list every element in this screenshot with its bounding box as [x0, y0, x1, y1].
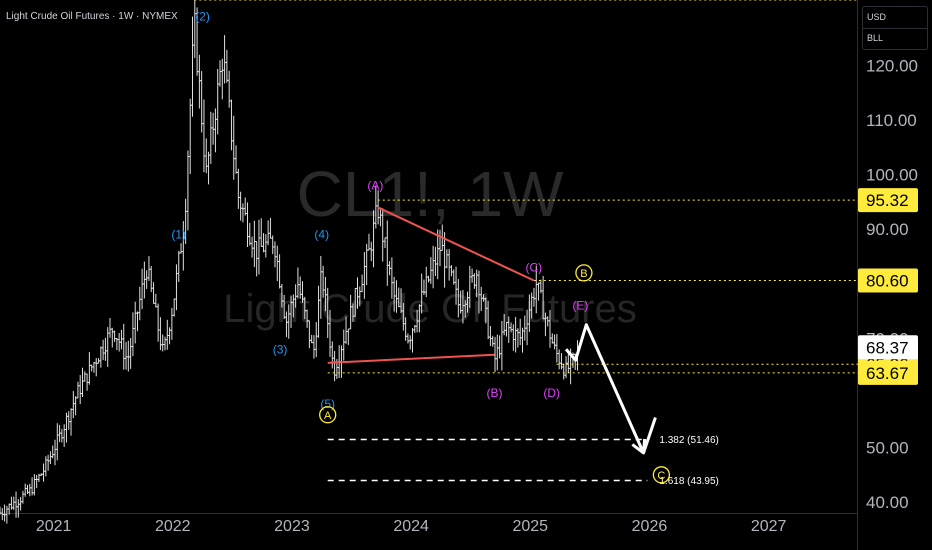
time-tick-6: 2027	[751, 518, 787, 535]
fib-label-0: 1.382 (51.46)	[659, 435, 719, 446]
wave-label-0: (1)	[171, 228, 186, 242]
level-price-box-0	[858, 188, 918, 213]
projection	[564, 323, 657, 455]
wave-label-9: (D)	[543, 386, 560, 400]
trendline-1	[327, 353, 495, 364]
wave-label-7: (B)	[487, 386, 503, 400]
wave-circle-12	[652, 466, 671, 484]
price-tick-0: 40.00	[866, 493, 909, 512]
price-axis[interactable]: 40.0050.0070.0090.00100.00110.00120.0095…	[858, 56, 918, 512]
time-tick-1: 2022	[155, 518, 191, 535]
wave-label-3: (4)	[314, 228, 329, 242]
fib-levels: 1.382 (51.46) 1.618 (43.95)	[327, 435, 719, 487]
trendlines	[327, 206, 535, 364]
currency-divider	[863, 28, 927, 29]
time-tick-4: 2025	[512, 518, 548, 535]
watermark-name: Light Crude Oil Futures	[223, 287, 637, 331]
last-price-box	[858, 335, 918, 360]
grid	[0, 0, 858, 550]
price-bars	[0, 0, 579, 524]
price-tick-5: 110.00	[866, 111, 917, 130]
fib-label-1: 1.618 (43.95)	[659, 476, 719, 487]
time-tick-3: 2024	[393, 518, 429, 535]
trendline-0	[377, 206, 535, 282]
level-price-label-0: 95.32	[866, 191, 909, 210]
horizontal-levels	[194, 0, 858, 374]
wave-label-1: (2)	[195, 9, 210, 23]
wave-label-10: (E)	[572, 299, 588, 313]
time-tick-5: 2026	[632, 518, 668, 535]
wave-label-6: (A)	[367, 179, 383, 193]
currency-secondary[interactable]: BLL	[867, 33, 884, 43]
wave-circle-11	[575, 264, 593, 282]
time-tick-0: 2021	[36, 518, 72, 535]
watermark-symbol: CL1!, 1W	[297, 158, 564, 230]
wave-label-5: A	[324, 410, 332, 422]
level-price-box-3	[858, 360, 918, 385]
time-tick-2: 2023	[274, 518, 310, 535]
time-axis[interactable]: 2021 2022 2023 2024 2025 2026 2027	[36, 518, 787, 535]
projection-path	[564, 323, 645, 454]
wave-label-11: B	[580, 268, 587, 280]
wave-label-12: C	[657, 470, 665, 482]
price-tick-3: 90.00	[866, 220, 909, 239]
wave-label-8: (C)	[526, 260, 543, 274]
price-tick-4: 100.00	[866, 166, 918, 185]
level-price-box-1	[858, 268, 918, 293]
last-price-label: 68.37	[866, 338, 909, 357]
currency-selector[interactable]: USD BLL	[862, 6, 928, 50]
wave-label-2: (3)	[273, 342, 288, 356]
wave-labels: (1)(2)(3)(4)(5)A(A)(B)(C)(D)(E)BC	[171, 9, 671, 484]
watermark: CL1!, 1W Light Crude Oil Futures	[223, 158, 637, 331]
price-tick-6: 120.00	[866, 56, 918, 75]
wave-circle-5	[319, 406, 337, 424]
price-tick-1: 50.00	[866, 439, 909, 458]
chart-title: Light Crude Oil Futures · 1W · NYMEX	[6, 11, 178, 22]
level-price-label-1: 80.60	[866, 272, 909, 291]
currency-primary[interactable]: USD	[867, 12, 887, 22]
projection-arrow-tick	[642, 417, 657, 454]
level-price-label-3: 63.67	[866, 364, 909, 383]
